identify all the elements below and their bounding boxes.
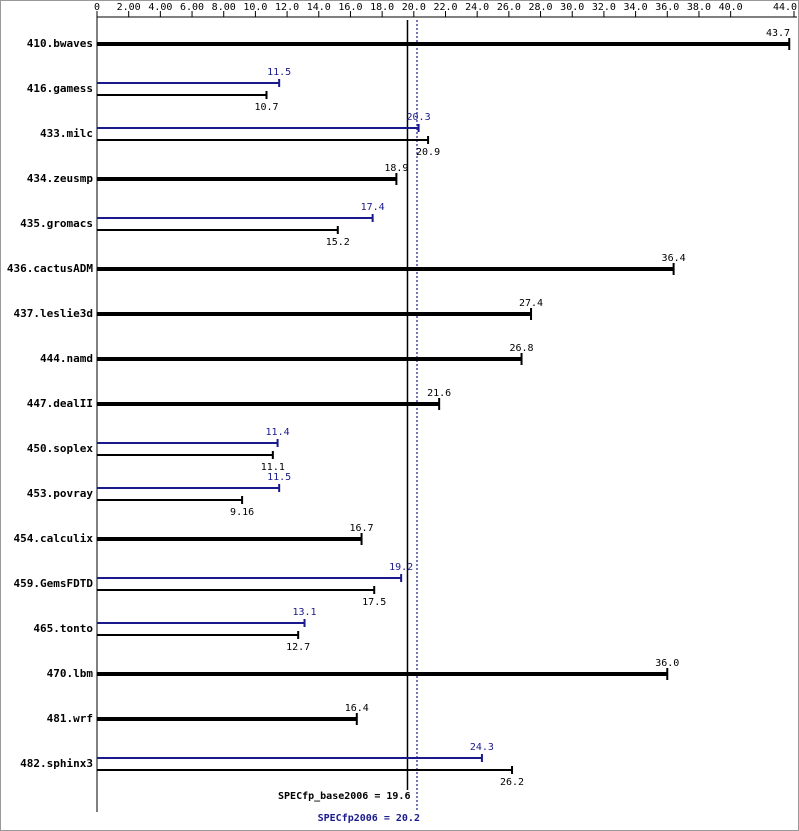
x-tick-label: 20.0 [402,2,426,13]
value-label: 9.16 [230,507,254,518]
value-label: 13.1 [292,607,316,618]
value-label: 43.7 [766,28,790,39]
x-tick-label: 18.0 [370,2,394,13]
x-tick-label: 36.0 [655,2,679,13]
value-label: 11.5 [267,67,291,78]
value-label: 18.9 [384,163,408,174]
value-label: 17.4 [361,202,385,213]
x-tick-label: 0 [94,2,100,13]
value-label: 20.9 [416,147,440,158]
category-label: 444.namd [40,352,93,365]
category-label: 481.wrf [47,712,93,725]
category-label: 436.cactusADM [7,262,93,275]
value-label: 12.7 [286,642,310,653]
category-label: 454.calculix [14,532,94,545]
x-tick-label: 8.00 [212,2,236,13]
x-tick-label: 10.0 [243,2,267,13]
category-label: 433.milc [40,127,93,140]
x-tick-label: 6.00 [180,2,204,13]
category-label: 465.tonto [33,622,93,635]
value-label: 17.5 [362,597,386,608]
x-tick-label: 44.0 [773,2,797,13]
value-label: 36.4 [662,253,686,264]
value-label: 16.7 [349,523,373,534]
category-label: 447.dealII [27,397,93,410]
category-label: 453.povray [27,487,94,500]
x-tick-label: 2.00 [117,2,141,13]
category-label: 459.GemsFDTD [14,577,94,590]
value-label: 15.2 [326,237,350,248]
value-label: 24.3 [470,742,494,753]
reference-label: SPECfp_base2006 = 19.6 [278,791,410,802]
x-tick-label: 34.0 [624,2,648,13]
category-label: 470.lbm [47,667,94,680]
category-label: 435.gromacs [20,217,93,230]
x-tick-label: 28.0 [528,2,552,13]
category-label: 434.zeusmp [27,172,94,185]
x-tick-label: 22.0 [433,2,457,13]
value-label: 16.4 [345,703,369,714]
x-tick-label: 24.0 [465,2,489,13]
value-label: 11.5 [267,472,291,483]
value-label: 27.4 [519,298,543,309]
category-label: 437.leslie3d [14,307,93,320]
value-label: 19.2 [389,562,413,573]
x-tick-label: 30.0 [560,2,584,13]
x-tick-label: 32.0 [592,2,616,13]
value-label: 21.6 [427,388,451,399]
x-tick-label: 12.0 [275,2,299,13]
value-label: 11.4 [266,427,290,438]
category-label: 450.soplex [27,442,94,455]
value-label: 11.1 [261,462,285,473]
x-tick-label: 26.0 [497,2,521,13]
value-label: 20.3 [407,112,431,123]
x-tick-label: 14.0 [307,2,331,13]
value-label: 36.0 [655,658,679,669]
reference-label: SPECfp2006 = 20.2 [318,813,420,824]
x-tick-label: 16.0 [338,2,362,13]
x-tick-label: 40.0 [719,2,743,13]
value-label: 26.8 [509,343,533,354]
value-label: 26.2 [500,777,524,788]
category-label: 482.sphinx3 [20,757,93,770]
category-label: 410.bwaves [27,37,93,50]
x-tick-label: 4.00 [148,2,172,13]
x-tick-label: 38.0 [687,2,711,13]
category-label: 416.gamess [27,82,93,95]
value-label: 10.7 [254,102,278,113]
